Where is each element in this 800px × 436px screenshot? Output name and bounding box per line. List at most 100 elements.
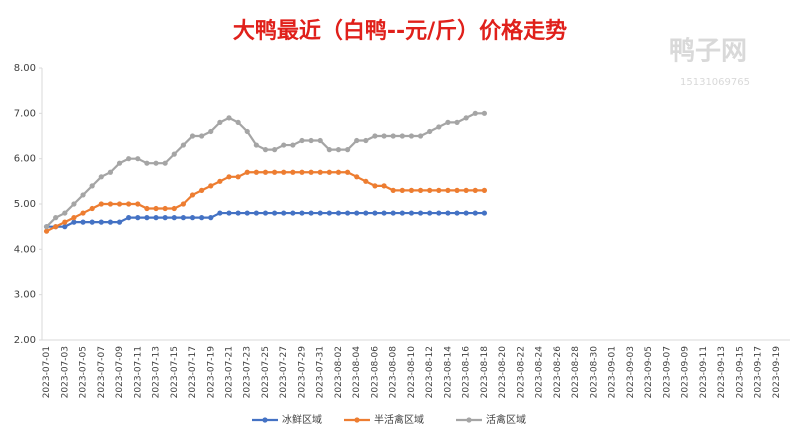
series-marker [344,169,351,175]
series-marker [381,133,387,139]
series-marker [71,201,77,207]
series-marker [363,137,369,144]
y-tick-label: 4.00 [14,244,36,255]
series-marker [144,160,150,166]
series-marker [326,210,332,216]
series-marker [417,133,424,139]
series-marker [436,210,442,216]
series-marker [317,169,323,175]
series-marker [253,142,259,148]
series-marker [53,224,59,230]
x-tick-label: 2023-08-02 [334,346,344,398]
x-tick-label: 2023-09-01 [608,346,618,398]
series-marker [417,210,424,216]
series-marker [427,187,433,193]
series-marker [399,187,405,193]
series-marker [417,187,424,193]
x-tick-label: 2023-08-28 [571,346,581,399]
series-marker [463,115,469,121]
series-marker [436,124,442,130]
series-marker [171,215,177,221]
series-marker [308,210,314,216]
series-marker [153,215,159,221]
series-marker [98,201,104,207]
series-marker [171,151,177,157]
x-tick-label: 2023-07-15 [170,346,180,398]
series-marker [472,110,478,116]
series-marker [354,137,360,144]
x-tick-label: 2023-09-07 [662,346,672,398]
series-marker [308,169,314,175]
series-marker [335,147,342,153]
series-marker [272,147,278,153]
series-marker [135,156,141,162]
series-marker [363,210,369,216]
series-marker [153,160,159,166]
series-marker [427,210,433,216]
series-marker [107,219,114,225]
series-marker [126,156,132,162]
x-tick-label: 2023-07-07 [97,346,107,398]
x-tick-label: 2023-07-01 [42,346,52,398]
series-marker [445,187,451,193]
series-marker [399,210,405,216]
series-marker [135,201,141,207]
series-marker [116,201,123,207]
series-marker [244,210,250,216]
series-marker [272,210,278,216]
x-tick-label: 2023-07-03 [60,346,70,398]
x-tick-label: 2023-09-11 [699,346,709,398]
series-marker [299,210,305,216]
y-tick-label: 7.00 [14,108,36,119]
series-marker [144,205,150,212]
series-marker [116,160,123,166]
x-tick-label: 2023-09-15 [735,346,745,398]
x-tick-label: 2023-08-26 [553,346,563,399]
series-marker [53,215,59,221]
series-marker [290,210,296,216]
series-marker [208,215,214,221]
x-tick-label: 2023-09-13 [717,346,727,398]
series-marker [189,192,196,198]
legend-label: 冰鲜区域 [282,413,322,426]
series-marker [162,160,168,166]
series-marker [62,219,68,225]
series-marker [180,142,186,148]
chart-title: 大鸭最近（白鸭--元/斤）价格走势 [233,18,567,44]
series-marker [290,169,296,175]
legend-label: 半活禽区域 [374,413,424,426]
x-tick-label: 2023-08-14 [443,346,453,399]
series-marker [89,183,95,189]
series-marker [344,210,351,216]
series-marker [262,210,269,216]
x-tick-label: 2023-09-17 [754,346,764,398]
series-marker [253,210,259,216]
legend-marker [262,417,268,423]
series-marker [354,174,360,180]
series-marker [226,210,232,216]
series-marker [80,210,86,216]
series-marker [126,201,132,207]
series-marker [481,210,488,216]
legend-marker [354,417,360,423]
y-tick-label: 6.00 [14,154,36,165]
series-marker [43,224,50,230]
series-marker [454,187,460,193]
series-marker [62,210,68,216]
series-marker [381,210,387,216]
series-marker [116,219,123,225]
series-marker [98,219,104,225]
x-tick-label: 2023-07-23 [243,346,253,398]
series-marker [390,133,396,139]
x-tick-label: 2023-08-12 [425,346,435,398]
series-marker [144,215,150,221]
series-marker [481,110,488,116]
series-marker [235,210,241,216]
series-marker [98,174,104,180]
series-marker [126,215,132,221]
series-marker [317,210,323,216]
watermark: 鸭子网 [669,37,747,67]
series-marker [281,210,287,216]
series-marker [71,219,77,225]
